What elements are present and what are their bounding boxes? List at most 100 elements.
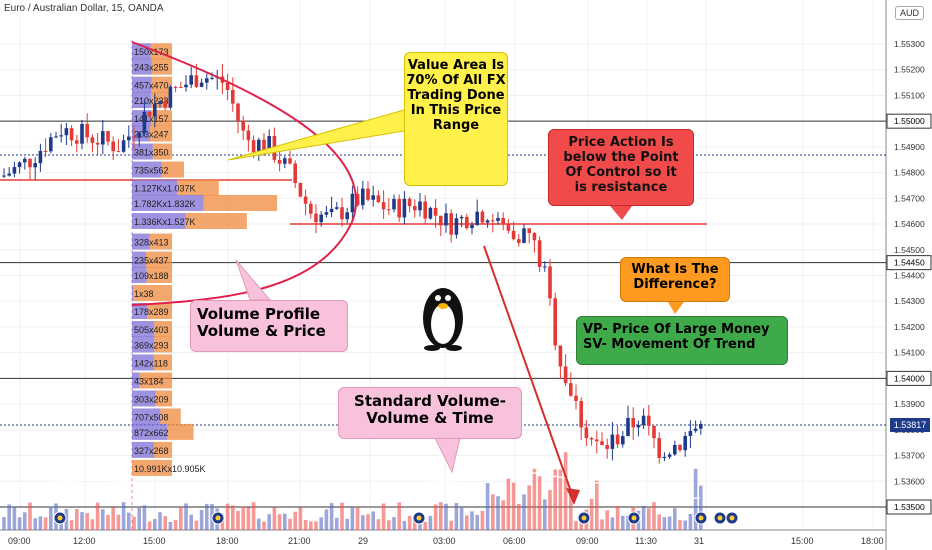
candle-body [553,298,557,346]
volume-bar [641,505,646,530]
candle-body [371,195,375,200]
vp-buy-bar [132,58,152,75]
standard-volume-note: Standard Volume- Volume & Time [338,387,522,439]
time-tick: 15:00 [791,536,814,546]
candle-body [111,141,115,152]
volume-bar [496,496,500,530]
volume-bar [423,521,427,530]
candle-body [418,201,422,211]
candle-body [626,417,630,437]
candle-body [43,150,48,152]
volume-bar [158,512,162,530]
vp-sell-bar [166,423,194,440]
vp-buy-bar [132,285,134,302]
volume-bar [366,514,370,530]
time-tick: 18:00 [216,536,239,546]
volume-bar [106,514,110,530]
candle-body [636,425,641,428]
volume-bar [329,503,334,530]
volume-bar [350,507,355,530]
vp-label: 109x188 [134,271,169,281]
level-tag [886,113,932,129]
candle-body [605,445,609,449]
candle-body [163,101,167,108]
volume-bar [595,480,599,530]
candle-body [189,75,193,85]
vp-label: 1.336Kx1.527K [134,217,196,227]
candle-body [199,82,204,87]
candle-body [350,193,355,213]
vp-sell-bar [149,233,172,250]
price-tick: 1.53600 [894,476,925,486]
volume-bar [225,503,230,530]
event-icon-dot [729,515,735,521]
candle-body [641,415,646,426]
volume-bar [69,520,74,530]
volume-bar [80,512,84,530]
trend-arrow [483,245,575,501]
candle-body [54,136,58,138]
vp-buy-bar [132,212,186,229]
candle-body [17,162,22,168]
vp-label: 381x350 [134,148,169,158]
vp-buy-bar [132,92,151,109]
volume-bar [288,518,292,530]
vp-sell-bar [133,285,172,302]
difference-pointer [668,302,684,314]
chart-title: Euro / Australian Dollar, 15, OANDA [4,3,164,14]
candle-body [33,163,37,168]
volume-bar [194,520,199,530]
volume-bar [361,515,365,530]
volume-bar [168,521,173,530]
vp-buy-bar [132,441,154,458]
volume-bar [116,514,121,530]
candle-body [267,136,271,152]
vp-buy-bar [132,179,178,196]
current-price-tag: 1.53817 [890,418,930,432]
candle-body [657,438,661,458]
volume-bar [111,507,115,530]
vp-sell-bar [203,194,277,211]
candle-body [688,430,693,436]
candle-body [335,207,339,209]
vp-label: 1.127Kx1.037K [134,184,196,194]
volume-bar [355,507,360,530]
price-tick: 1.54100 [894,348,925,358]
volume-bar [673,508,677,530]
price-tick: 1.54800 [894,168,925,178]
vp-label: 178x289 [134,307,169,317]
vp-sell-bar [153,354,172,371]
candle-body [402,198,407,218]
candle-body [231,89,235,104]
currency-badge[interactable]: AUD [894,6,924,20]
candle-body [366,188,370,200]
candle-body [121,140,126,152]
volume-bar [678,520,682,530]
vp-label: 457x470 [134,81,169,91]
vp-sell-bar [155,390,172,407]
candle-body [475,211,479,225]
candle-body [579,400,583,428]
vp-buy-bar [132,372,140,389]
volume-bar [381,503,386,530]
candle-body [69,128,74,141]
event-icon-dot [416,515,422,521]
price-axis-bg [886,0,932,550]
volume-bar [38,516,43,530]
volume-bar [309,521,313,530]
volume-bar [506,478,511,530]
volume-bar [17,517,22,530]
volume-bar [548,489,552,530]
candle-body [158,101,162,104]
volume-bar [12,506,17,530]
candle-body [12,167,17,174]
candle-body [387,209,391,211]
volume-bar [428,515,433,530]
level-tag-text: 1.54450 [894,258,925,268]
candle-body [397,198,401,218]
trend-arrow-head [566,488,580,505]
candle-body [85,124,89,138]
candle-body [345,212,349,220]
volume-bar [371,511,375,530]
vp-sell-bar [177,179,219,196]
